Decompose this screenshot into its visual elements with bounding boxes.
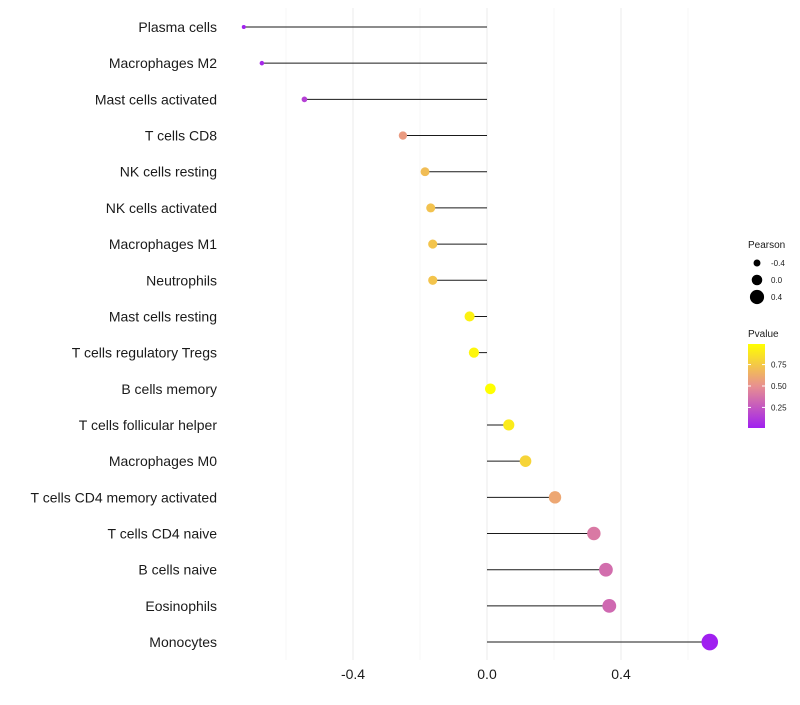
color-legend-label: 0.75 <box>771 361 787 370</box>
color-legend: Pvalue 0.25 0.50 0.75 <box>748 329 787 428</box>
category-label: Eosinophils <box>145 598 217 614</box>
lollipop-point <box>701 633 719 651</box>
size-legend-label: 0.4 <box>771 293 783 302</box>
category-label: NK cells activated <box>106 200 217 216</box>
lollipop-point <box>519 455 532 467</box>
size-legend-label: -0.4 <box>771 259 785 268</box>
size-legend: Pearson -0.4 0.0 0.4 <box>748 240 785 305</box>
x-tick-label: 0.0 <box>477 666 497 682</box>
lollipop-point <box>464 311 475 322</box>
grid-layer <box>285 8 689 660</box>
color-legend-bar <box>748 344 765 428</box>
lollipop-point <box>259 60 265 66</box>
lollipop-point <box>420 167 430 177</box>
category-label: Mast cells resting <box>109 308 217 324</box>
size-legend-key <box>753 259 761 267</box>
category-label: Macrophages M1 <box>109 236 217 252</box>
x-tick-label: 0.4 <box>611 666 631 682</box>
lollipop-point <box>503 419 515 431</box>
category-label: Macrophages M2 <box>109 55 217 71</box>
color-legend-title: Pvalue <box>748 329 779 340</box>
color-legend-label: 0.50 <box>771 382 787 391</box>
lollipop-point <box>485 383 496 395</box>
category-label: NK cells resting <box>120 164 217 180</box>
category-label: Neutrophils <box>146 272 217 288</box>
category-label: T cells CD8 <box>145 128 217 144</box>
lollipop-point <box>398 131 408 140</box>
lollipop-point <box>548 491 562 504</box>
point-layer <box>241 24 719 651</box>
category-labels: Plasma cells Macrophages M2 Mast cells act… <box>31 19 218 650</box>
x-axis-ticks: -0.4 0.0 0.4 <box>341 666 631 682</box>
lollipop-point <box>241 24 246 30</box>
category-label: B cells memory <box>121 381 217 397</box>
category-label: T cells follicular helper <box>79 417 218 433</box>
lollipop-point <box>602 598 617 613</box>
lollipop-point <box>468 347 480 358</box>
lollipop-point <box>428 275 438 285</box>
size-legend-key <box>749 289 765 305</box>
lollipop-point <box>428 239 438 249</box>
category-label: Macrophages M0 <box>109 453 217 469</box>
lollipop-point <box>587 526 601 541</box>
color-legend-label: 0.25 <box>771 403 787 412</box>
category-label: B cells naive <box>138 562 217 578</box>
category-label: T cells CD4 memory activated <box>31 489 217 505</box>
category-label: Monocytes <box>149 634 217 650</box>
lollipop-point <box>301 96 308 103</box>
size-legend-label: 0.0 <box>771 276 783 285</box>
category-label: T cells CD4 naive <box>108 526 218 542</box>
lollipop-point <box>426 203 436 213</box>
x-tick-label: -0.4 <box>341 666 365 682</box>
size-legend-title: Pearson <box>748 240 785 251</box>
category-label: T cells regulatory Tregs <box>72 345 217 361</box>
size-legend-key <box>751 274 763 286</box>
stem-layer <box>243 26 710 643</box>
category-label: Mast cells activated <box>95 91 217 107</box>
lollipop-point <box>599 562 613 577</box>
category-label: Plasma cells <box>138 19 217 35</box>
